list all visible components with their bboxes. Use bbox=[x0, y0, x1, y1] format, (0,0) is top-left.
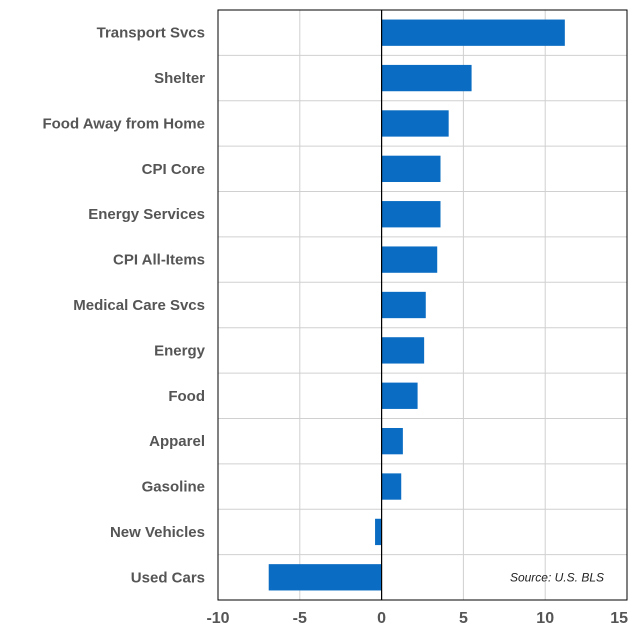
bar-gasoline bbox=[381, 473, 402, 500]
bar-energy bbox=[381, 337, 425, 364]
category-label: Transport Svcs bbox=[97, 25, 205, 42]
category-label: Medical Care Svcs bbox=[73, 297, 205, 314]
x-tick-label: 15 bbox=[610, 610, 628, 627]
x-tick-labels: -10 -5 0 5 10 15 bbox=[206, 610, 628, 627]
category-label: Food Away from Home bbox=[42, 115, 205, 132]
category-label: Gasoline bbox=[142, 479, 205, 496]
bar-new-vehicles bbox=[375, 518, 382, 546]
x-tick-label: 0 bbox=[377, 610, 386, 627]
bar-apparel bbox=[381, 427, 403, 455]
bar-cpi-core bbox=[381, 155, 441, 183]
category-label: Apparel bbox=[149, 433, 205, 450]
category-label: New Vehicles bbox=[110, 524, 205, 541]
category-label: Used Cars bbox=[131, 569, 205, 586]
x-tick-label: -10 bbox=[206, 610, 229, 627]
plot-frame bbox=[217, 9, 628, 601]
x-tick-label: 10 bbox=[536, 610, 554, 627]
bar-food-away-from-home bbox=[381, 110, 449, 137]
bar-medical-care-svcs bbox=[381, 291, 426, 319]
bar-shelter bbox=[381, 64, 472, 92]
category-label: Energy bbox=[154, 342, 206, 359]
category-labels: Transport Svcs Shelter Food Away from Home… bbox=[42, 25, 205, 587]
category-label: Shelter bbox=[154, 70, 205, 87]
bar-food bbox=[381, 382, 418, 409]
bar-used-cars bbox=[268, 564, 382, 591]
category-label: Food bbox=[168, 388, 205, 405]
x-tick-label: 5 bbox=[459, 610, 468, 627]
bar-cpi-all-items bbox=[381, 246, 438, 273]
bar-transport-svcs bbox=[381, 19, 565, 46]
x-tick-label: -5 bbox=[293, 610, 307, 627]
category-label: CPI Core bbox=[142, 161, 205, 178]
category-label: Energy Services bbox=[88, 206, 205, 223]
category-label: CPI All-Items bbox=[113, 252, 205, 269]
source-annotation: Source: U.S. BLS bbox=[510, 570, 604, 584]
bar-energy-services bbox=[381, 201, 441, 228]
bars bbox=[268, 19, 565, 591]
